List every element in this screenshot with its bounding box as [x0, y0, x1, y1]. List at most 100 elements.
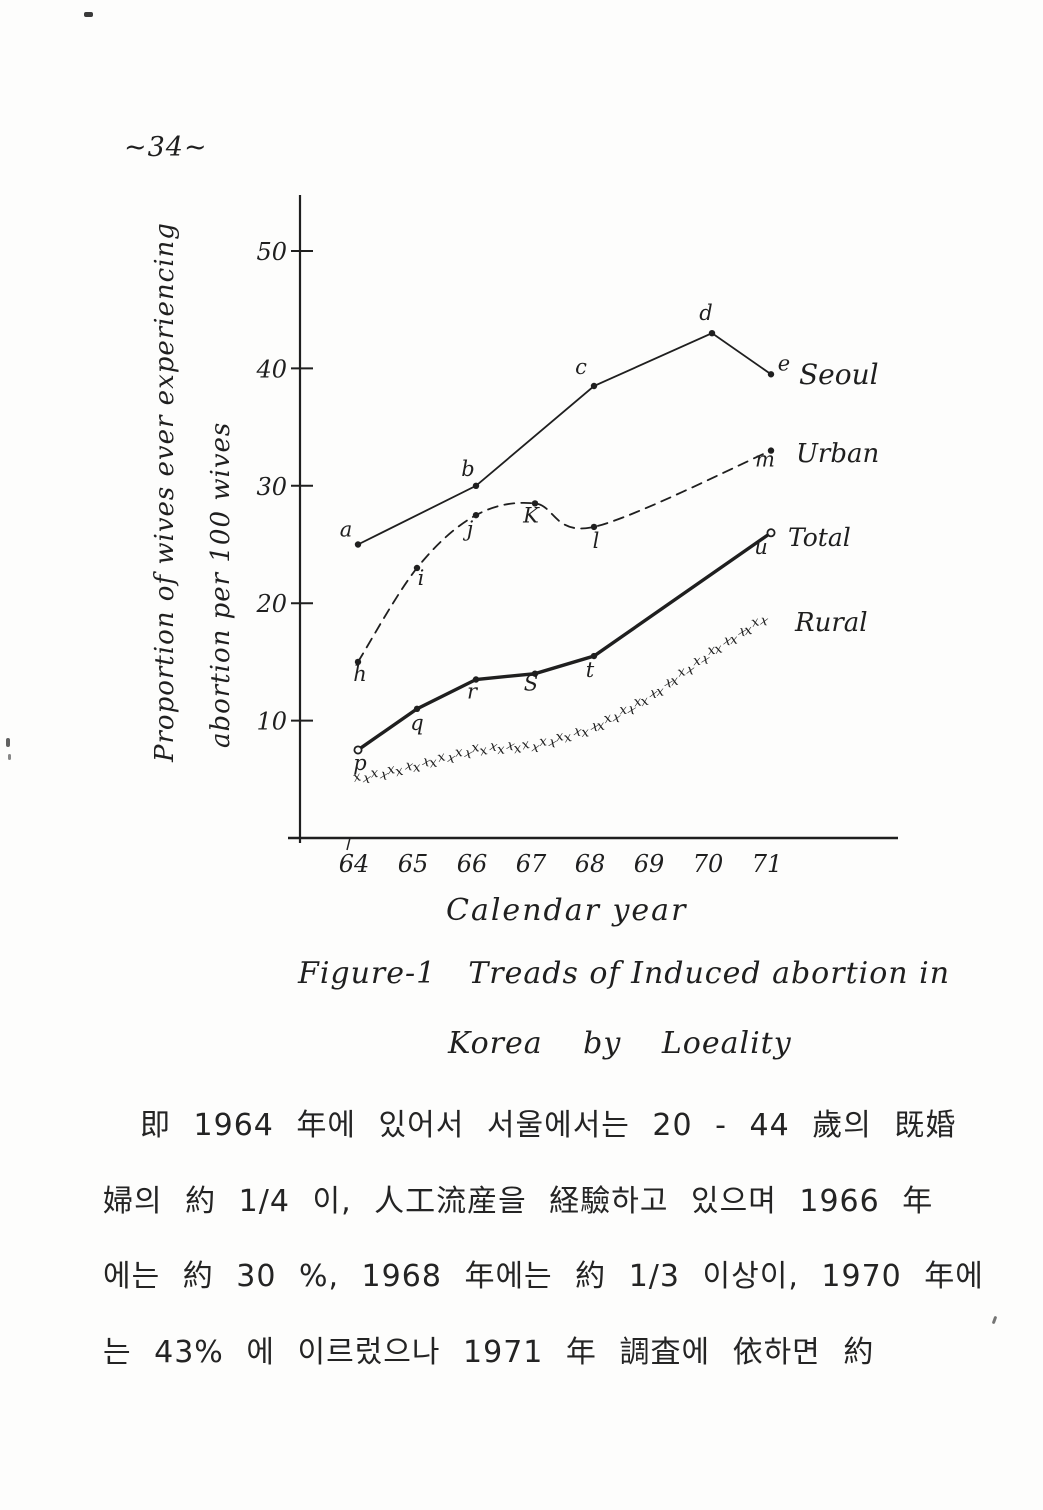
data-point-j: [472, 511, 480, 519]
rural-x-mark: x: [713, 640, 725, 657]
point-label-i: i: [418, 566, 425, 590]
rural-x-mark: x: [581, 724, 590, 741]
rural-x-mark: x: [436, 748, 448, 765]
point-label-b: b: [461, 457, 474, 481]
y-axis-label-line2: abortion per 100 wives: [206, 421, 236, 748]
rural-x-mark: x: [692, 653, 701, 670]
rural-x-mark: x: [421, 753, 433, 771]
rural-x-mark: x: [547, 734, 559, 752]
rural-x-mark: x: [394, 763, 406, 780]
page-number: ~34~: [124, 132, 208, 163]
data-point-p: [353, 745, 363, 755]
data-point-q: [413, 705, 421, 713]
rural-x-mark: x: [639, 693, 651, 710]
y-tick-label: 40: [255, 355, 287, 383]
rural-x-mark: x: [513, 740, 523, 757]
rural-x-mark: x: [743, 622, 753, 639]
rural-x-mark: x: [685, 662, 695, 679]
rural-x-mark: x: [539, 733, 548, 750]
rural-x-mark: x: [663, 674, 675, 692]
data-point-e: [767, 371, 775, 378]
rural-x-mark: x: [562, 729, 574, 746]
rural-x-mark: x: [596, 718, 606, 735]
rural-x-mark: x: [505, 737, 517, 755]
data-point-c: [590, 382, 598, 390]
point-label-q: q: [410, 711, 423, 735]
rural-x-mark: x: [626, 701, 638, 719]
data-point-u: [766, 528, 776, 538]
x-tick-label: 65: [398, 850, 429, 878]
rural-x-mark: x: [649, 685, 659, 702]
rural-x-mark: x: [520, 736, 532, 753]
data-point-a: [354, 541, 362, 548]
rural-x-mark: x: [446, 750, 456, 767]
figure-caption-line2: Korea by Loeality: [448, 1026, 792, 1061]
x-tick-label: 64: [339, 850, 370, 878]
rural-x-mark: x: [428, 755, 438, 772]
rural-x-mark: x: [488, 738, 498, 755]
x-tick-label: 70: [693, 850, 724, 878]
rural-x-mark: x: [676, 663, 688, 680]
figure-label: Figure-1: [298, 956, 437, 991]
rural-x-mark: x: [706, 642, 716, 659]
y-tick-label: 50: [256, 238, 287, 266]
y-tick-label: 30: [256, 473, 287, 501]
rural-x-mark: x: [633, 693, 643, 710]
rural-x-mark: x: [729, 631, 738, 648]
data-point-b: [472, 482, 480, 489]
x-tick-label: 66: [457, 850, 488, 878]
rural-x-mark: x: [589, 718, 601, 736]
rural-x-mark: x: [496, 741, 505, 758]
figure-caption-text: Treads of Induced abortion in: [468, 956, 951, 991]
data-point-i: [413, 564, 421, 572]
rural-x-mark: x: [573, 723, 583, 740]
rural-x-mark: x: [370, 765, 379, 782]
scan-speck: [84, 12, 93, 17]
rural-x-mark: x: [722, 632, 732, 649]
body-text-line3: 에는 約 30 %, 1968 年에는 約 1/3 이상이, 1970 年에: [103, 1259, 984, 1294]
series-line-total: [356, 531, 773, 752]
data-point-S: [531, 670, 539, 677]
x-tick-label: 67: [516, 850, 547, 878]
body-text-line2: 婦의 約 1/4 이, 人工流産을 経驗하고 있으며 1966 年: [103, 1184, 934, 1219]
x-tick-label: 71: [752, 850, 783, 878]
scan-speck: [8, 754, 11, 760]
rural-x-mark: x: [602, 710, 614, 727]
scan-speck: [6, 738, 10, 747]
y-axis-label-line1: Proportion of wives ever experiencing: [150, 222, 180, 762]
point-label-a: a: [340, 518, 353, 542]
y-tick-label: 20: [255, 590, 287, 618]
point-label-K: K: [522, 503, 540, 527]
x-axis-label: Calendar year: [446, 893, 688, 928]
data-point-h: [354, 658, 362, 666]
point-label-r: r: [467, 680, 479, 704]
point-label-S: S: [524, 672, 538, 696]
rural-x-mark: x: [700, 651, 712, 669]
rural-x-mark: x: [759, 613, 769, 630]
body-text-line1: 即 1964 年에 있어서 서울에서는 20 - 44 歲의 既婚: [140, 1108, 957, 1143]
x-tick: [346, 837, 351, 851]
point-label-c: c: [575, 355, 587, 379]
data-point-r: [472, 676, 480, 683]
data-point-d: [708, 329, 716, 337]
body-text-line4: 는 43% 에 이르렀으나 1971 年 調査에 依하면 約: [103, 1335, 875, 1370]
rural-x-mark: x: [656, 684, 665, 701]
rural-x-mark: x: [463, 745, 475, 763]
rural-x-mark: x: [531, 739, 541, 756]
data-point-K: [531, 500, 539, 507]
data-point-m: [767, 447, 775, 454]
point-label-j: j: [463, 517, 474, 541]
legend-label-total: Total: [788, 523, 851, 552]
rural-x-mark: x: [379, 767, 391, 785]
point-label-p: p: [353, 751, 366, 775]
rural-x-mark: x: [454, 744, 463, 761]
x-tick-label: 69: [634, 850, 665, 878]
rural-x-mark: x: [412, 759, 421, 776]
rural-x-mark: x: [478, 742, 490, 759]
rural-x-mark: x: [750, 613, 762, 630]
series-line-urban: [357, 449, 772, 663]
point-label-h: h: [353, 662, 367, 686]
legend-label-rural: Rural: [794, 608, 868, 638]
data-point-t: [590, 652, 598, 660]
